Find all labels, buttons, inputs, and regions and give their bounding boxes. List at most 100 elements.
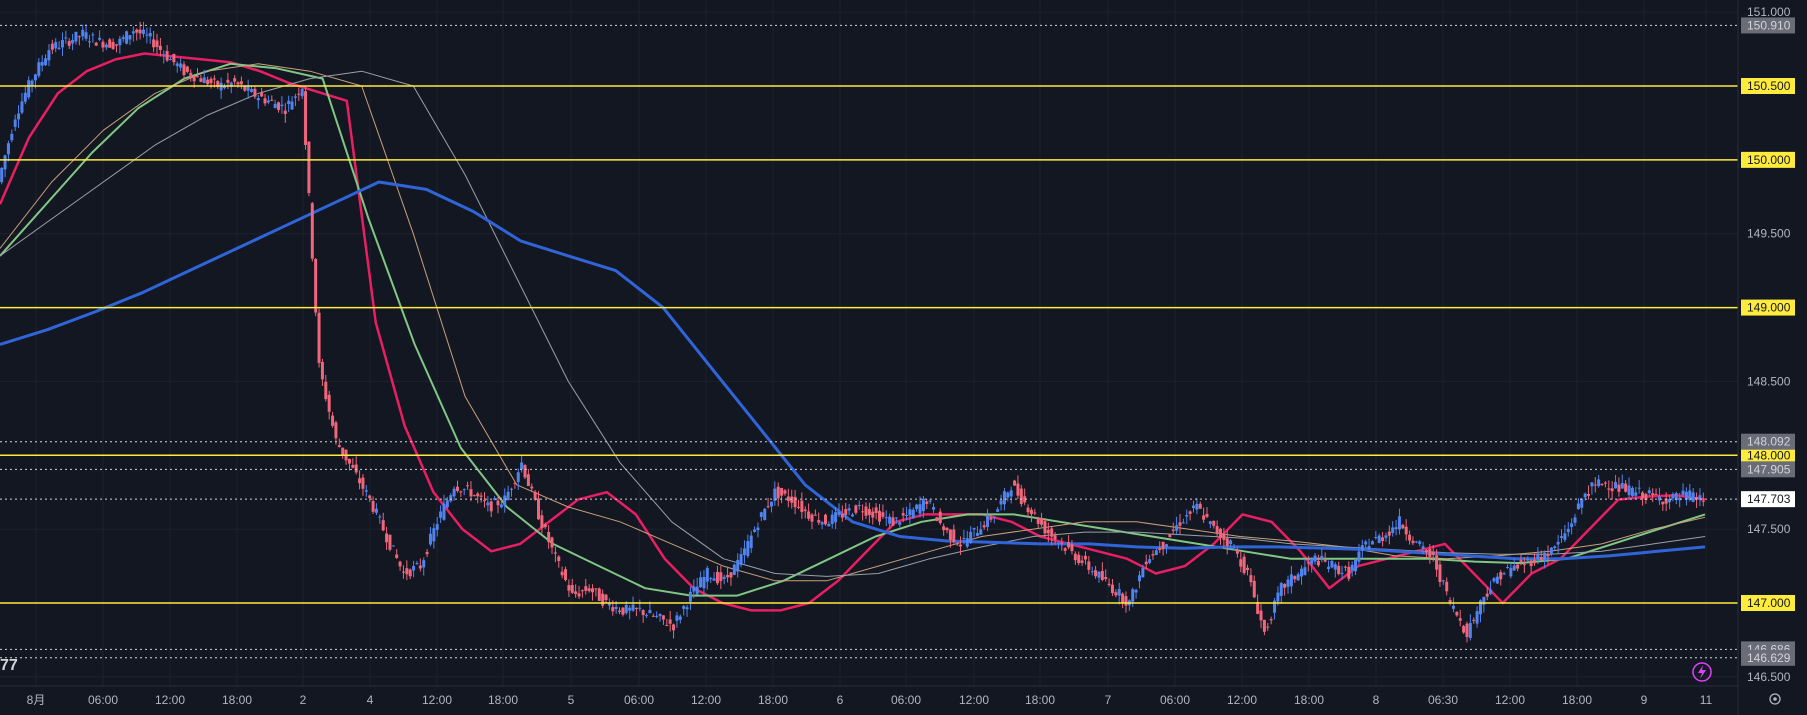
candle-body [881,512,885,517]
candle-body [1171,529,1175,531]
candle-body [1100,570,1104,580]
candle-body [1337,565,1341,574]
price-level-label: 149.000 [1747,301,1791,315]
candle-body [803,509,807,511]
price-level-label: 147.000 [1747,596,1791,610]
x-tick-label: 12:00 [1495,693,1525,707]
candle-body [651,615,655,617]
candle-body [911,509,915,519]
x-tick-label: 12:00 [959,693,989,707]
candle-body [1276,592,1280,602]
candle-body [503,495,507,506]
candle-body [1485,593,1489,597]
candle-body [580,590,584,592]
y-tick-label: 151.000 [1747,5,1791,19]
candle-body [1266,626,1270,628]
dotted-level-label: 147.703 [1747,492,1791,506]
candle-body [1698,495,1702,500]
candle-body [1340,572,1344,574]
candle-body [1175,525,1179,531]
candle-body [60,40,64,48]
candle-body [736,559,740,572]
lightning-icon[interactable] [1692,662,1712,682]
candle-body [408,569,412,577]
candle-body [1350,564,1354,571]
x-tick-label: 18:00 [1025,693,1055,707]
candle-body [668,619,672,624]
candle-body [0,168,4,183]
x-tick-label: 12:00 [155,693,185,707]
candle-body [479,495,483,497]
candle-body [293,96,297,98]
x-tick-label: 9 [1641,693,1648,707]
candle-body [1651,493,1655,496]
candle-body [1023,496,1027,503]
candle-body [1310,558,1314,565]
candle-body [1185,514,1189,517]
candle-body [310,203,314,259]
candle-body [1614,482,1618,489]
candle-body [999,500,1003,505]
candle-body [1526,558,1530,561]
candle-body [192,76,196,82]
candle-body [645,615,649,617]
candle-body [1239,559,1243,567]
candle-body [584,586,588,591]
y-tick-label: 146.500 [1747,670,1791,684]
candle-body [1489,589,1493,594]
candle-body [1296,574,1300,581]
candle-body [935,517,939,521]
candle-body [959,544,963,547]
candle-body [297,93,301,95]
candle-body [1607,488,1611,490]
candle-body [401,571,405,573]
candle-body [1249,575,1253,583]
candle-body [64,37,68,39]
candle-body [1688,490,1692,500]
candle-body [199,78,203,82]
candle-body [975,533,979,536]
candle-body [965,538,969,547]
candle-body [1087,561,1091,570]
candle-body [1212,520,1216,526]
x-tick-label: 18:00 [1562,693,1592,707]
candle-body [1293,576,1297,580]
candle-body [800,500,804,513]
candle-body [236,82,240,85]
candle-body [327,394,331,412]
candle-body [1303,567,1307,576]
candle-body [1661,501,1665,505]
candle-body [793,496,797,508]
candle-body [1097,571,1101,578]
candle-body [1188,511,1192,514]
candle-body [874,507,878,513]
candle-body [1681,490,1685,496]
dotted-level-label: 148.092 [1747,435,1791,449]
candle-body [607,603,611,606]
candle-body [317,312,321,363]
candle-body [418,565,422,569]
candle-body [1478,600,1482,615]
candle-body [1360,545,1364,551]
candle-body [452,488,456,497]
candle-body [1549,547,1553,555]
candle-body [44,58,48,66]
candle-body [361,477,365,489]
candlesticks [0,21,1705,643]
candle-body [1094,570,1098,577]
candle-body [455,486,459,491]
settings-icon[interactable] [1769,693,1781,705]
candle-body [469,489,473,497]
candle-body [972,527,976,530]
candle-body [196,76,200,78]
candle-body [263,98,267,104]
candle-body [1320,555,1324,559]
price-level-label: 148.000 [1747,448,1791,462]
candle-body [1151,554,1155,556]
candle-body [1343,566,1347,568]
candle-body [300,89,304,97]
candle-body [851,514,854,517]
candle-body [837,511,841,515]
candle-body [10,133,14,141]
